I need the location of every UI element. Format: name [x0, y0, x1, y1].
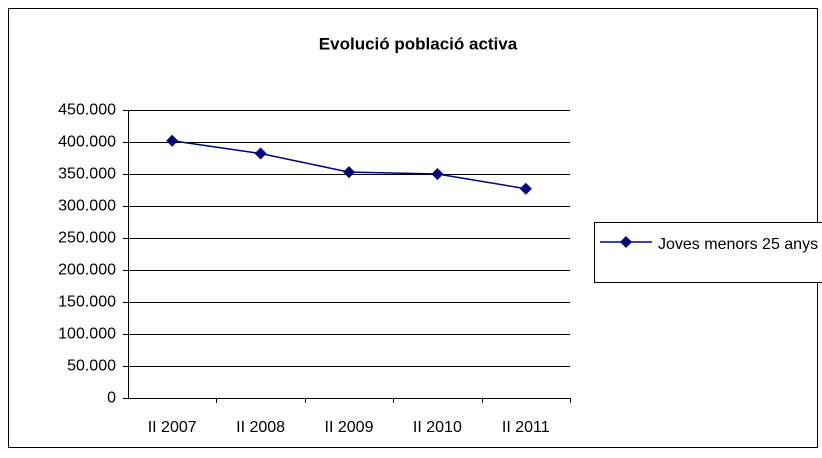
y-tick-label: 0 [107, 390, 116, 407]
y-tick-label: 300.000 [58, 198, 116, 215]
y-tick-label: 350.000 [58, 166, 116, 183]
x-tick-label: II 2010 [413, 419, 462, 436]
y-tick-label: 450.000 [58, 102, 116, 119]
y-tick-label: 100.000 [58, 326, 116, 343]
marker [343, 166, 355, 179]
legend-marker [620, 236, 632, 248]
legend-box [594, 222, 822, 283]
y-tick-label: 150.000 [58, 294, 116, 311]
x-tick-label: II 2011 [502, 419, 550, 436]
marker [431, 168, 444, 180]
y-tick-label: 250.000 [58, 230, 116, 247]
y-tick-label: 50.000 [67, 358, 116, 375]
x-tick-label: II 2008 [236, 419, 285, 436]
marker [166, 134, 179, 147]
x-tick-label: II 2009 [325, 419, 374, 436]
chart-title: Evolució població activa [319, 34, 518, 53]
legend-label: Joves menors 25 anys [658, 236, 819, 253]
marker [519, 182, 532, 195]
marker [254, 147, 267, 160]
x-tick-label: II 2007 [148, 419, 197, 436]
y-tick-label: 200.000 [58, 262, 116, 279]
y-tick-label: 400.000 [58, 134, 116, 151]
